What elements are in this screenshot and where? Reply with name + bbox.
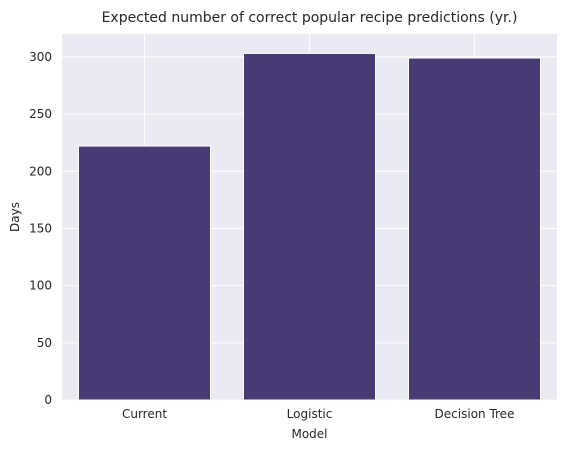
x-tick-label: Current	[122, 407, 167, 421]
x-tick-label: Decision Tree	[435, 407, 515, 421]
x-axis-label: Model	[291, 427, 327, 441]
bar	[243, 52, 376, 401]
x-tick-labels: Current Logistic Decision Tree	[122, 407, 514, 421]
bars	[78, 52, 541, 401]
y-tick-label: 50	[37, 336, 52, 350]
x-tick-label: Logistic	[287, 407, 333, 421]
y-tick-label: 0	[44, 393, 52, 407]
chart-title: Expected number of correct popular recip…	[102, 10, 518, 26]
y-tick-label: 100	[29, 279, 52, 293]
y-tick-label: 200	[29, 164, 52, 178]
y-axis-label: Days	[8, 202, 22, 232]
bar	[408, 57, 541, 401]
y-tick-label: 250	[29, 107, 52, 121]
y-tick-label: 150	[29, 221, 52, 235]
bar	[78, 145, 211, 401]
y-tick-labels: 0 50 100 150 200 250 300	[29, 50, 52, 407]
y-tick-label: 300	[29, 50, 52, 64]
